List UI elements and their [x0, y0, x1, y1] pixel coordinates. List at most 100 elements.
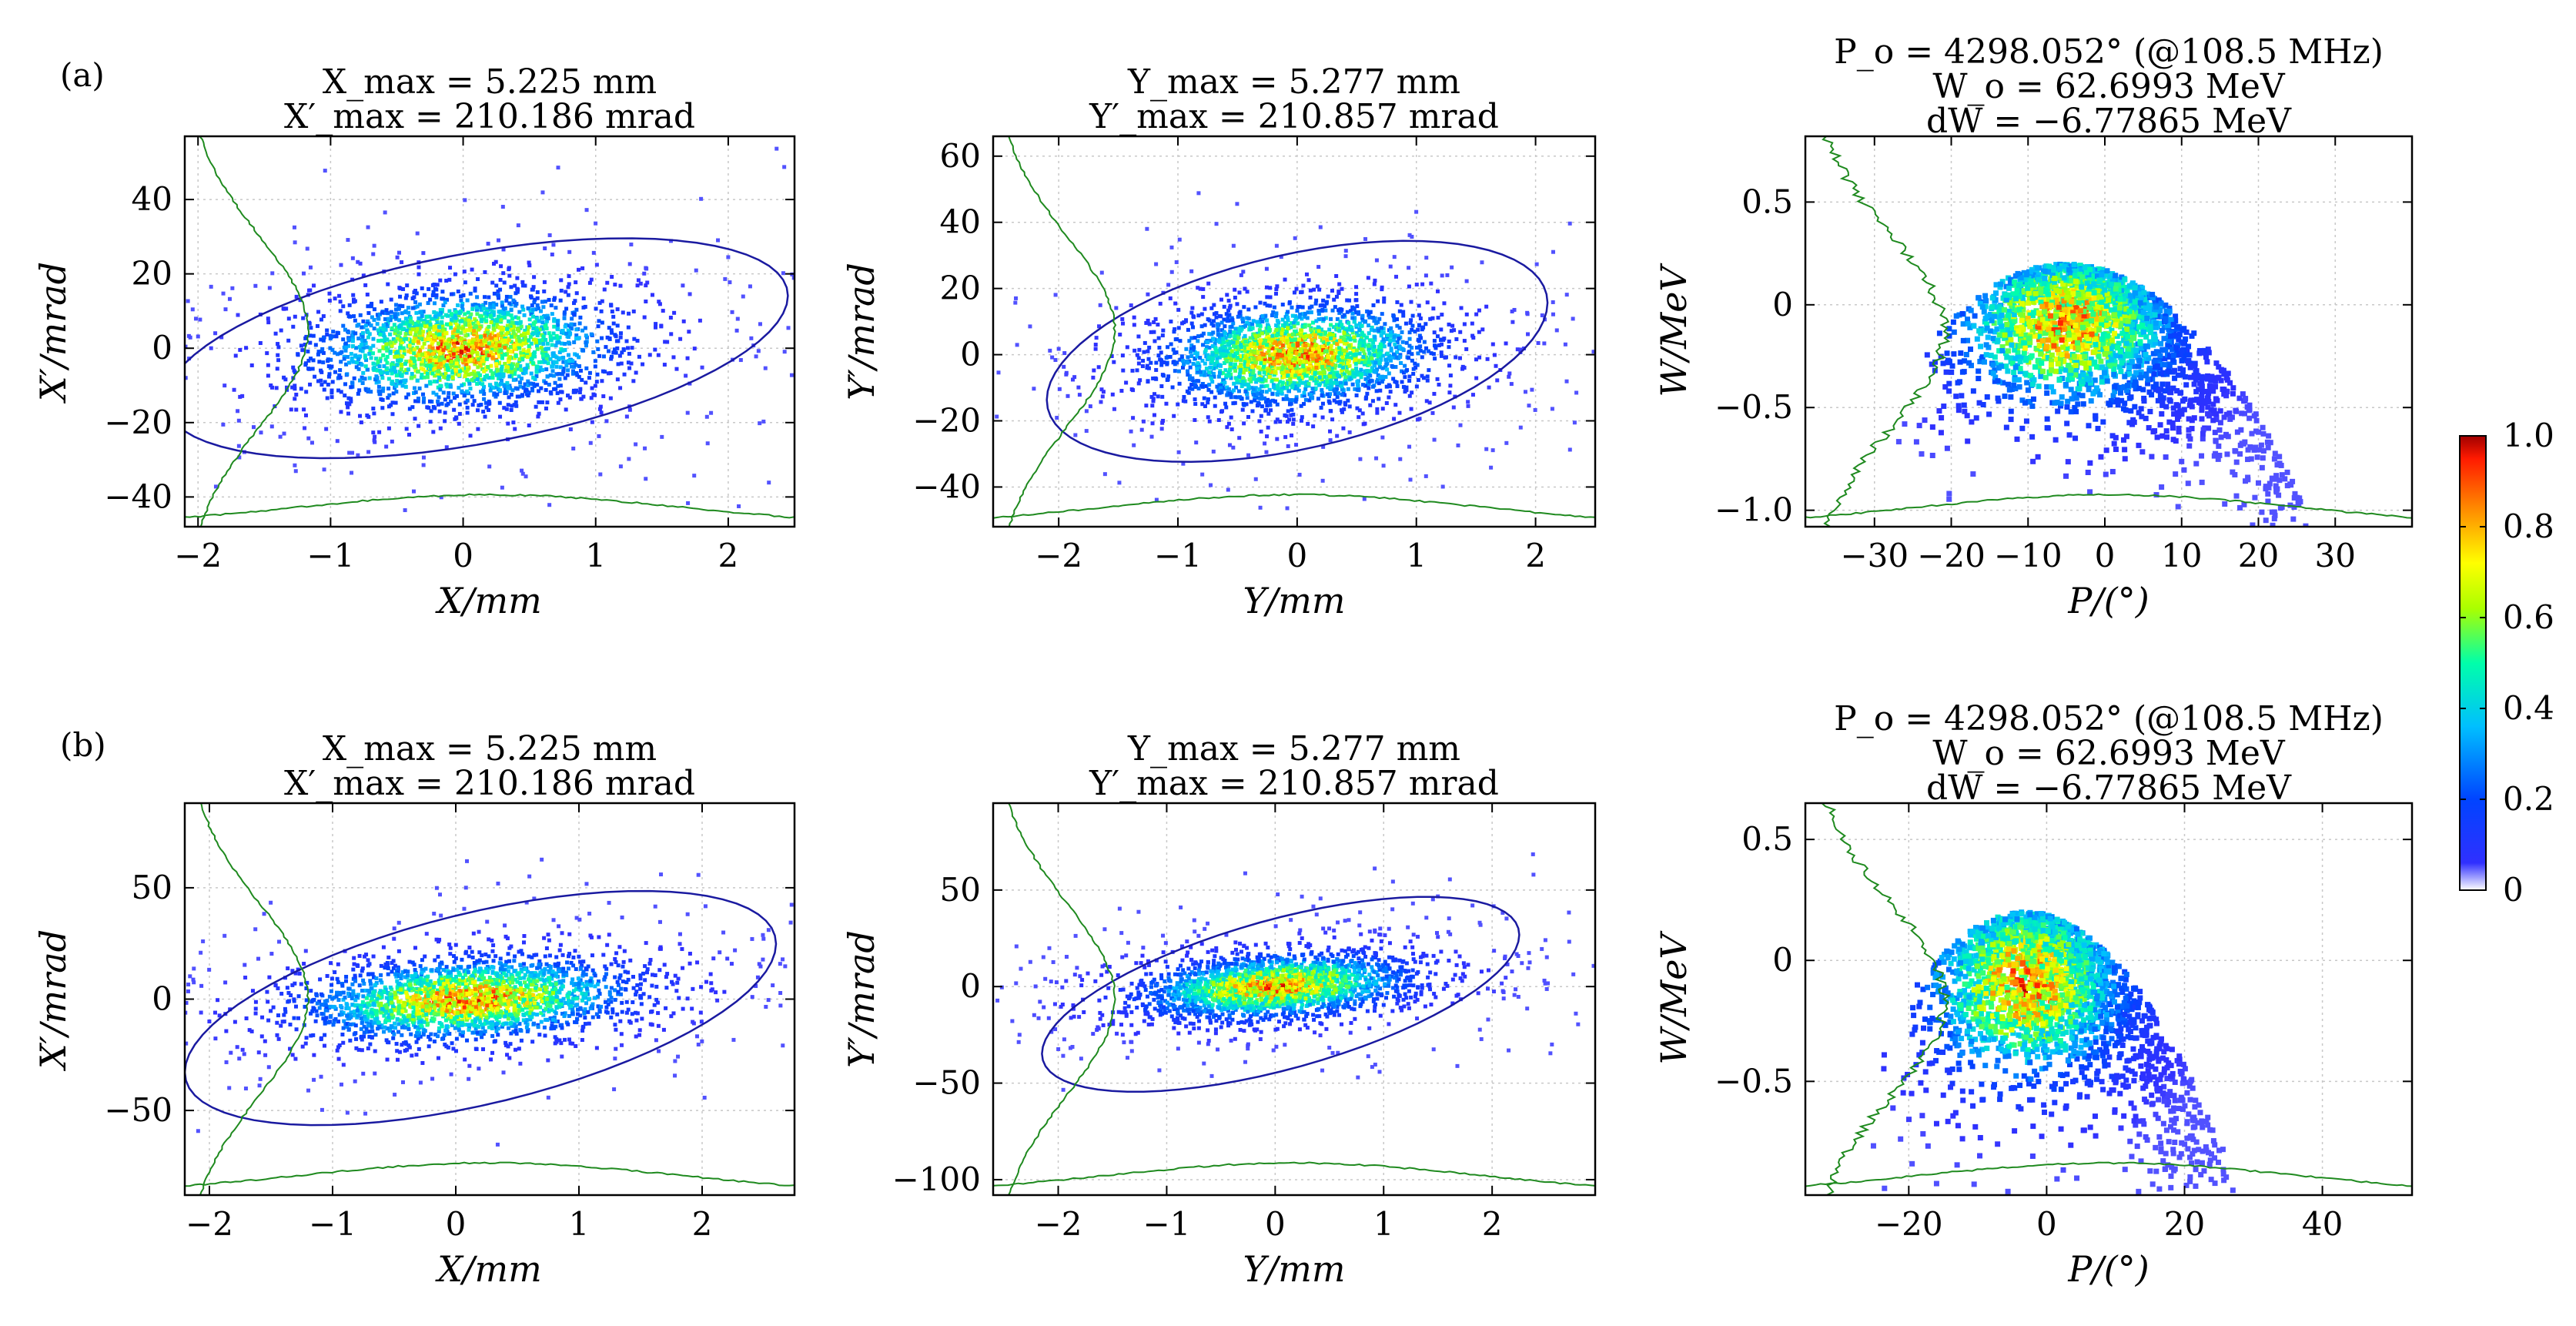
particle-point	[1240, 354, 1245, 359]
particle-point	[397, 318, 402, 323]
particle-point	[1340, 358, 1345, 363]
particle-point	[1233, 358, 1238, 363]
particle-point	[1168, 354, 1173, 359]
particle-point	[1253, 305, 1258, 310]
particle-point	[1189, 350, 1193, 354]
particle-point	[1442, 301, 1447, 306]
particle-point	[1112, 360, 1116, 364]
particle-point	[403, 316, 408, 321]
particle-point	[393, 386, 397, 390]
particle-point	[1233, 287, 1237, 292]
particle-point	[402, 378, 406, 383]
particle-point	[543, 300, 547, 304]
particle-point	[361, 273, 366, 278]
particle-point	[474, 305, 479, 310]
particle-point	[1407, 233, 1412, 237]
particle-point	[570, 364, 574, 369]
particle-point	[1236, 344, 1241, 349]
particle-point	[1176, 450, 1181, 454]
particle-point	[501, 334, 506, 339]
particle-point	[378, 357, 383, 361]
particle-point	[678, 337, 683, 341]
particle-point	[1437, 382, 1441, 387]
particle-point	[1318, 335, 1323, 340]
particle-point	[1321, 444, 1326, 449]
particle-point	[1470, 393, 1475, 397]
particle-point	[1258, 367, 1263, 372]
particle-point	[533, 350, 537, 354]
particle-point	[1287, 417, 1292, 422]
particle-point	[490, 371, 495, 376]
particle-point	[1181, 461, 1186, 466]
particle-point	[293, 314, 297, 319]
particle-point	[1223, 347, 1228, 351]
particle-point	[1189, 353, 1194, 358]
particle-point	[445, 366, 450, 370]
particle-point	[330, 395, 334, 400]
particle-point	[1246, 387, 1251, 391]
particle-point	[1333, 366, 1337, 370]
particle-point	[1316, 317, 1321, 322]
particle-point	[386, 387, 391, 391]
particle-point	[1280, 317, 1285, 322]
particle-point	[1240, 376, 1245, 380]
particle-point	[393, 307, 398, 312]
particle-point	[339, 390, 343, 394]
particle-point	[463, 391, 467, 396]
particle-point	[433, 314, 437, 319]
particle-point	[1251, 368, 1256, 373]
particle-point	[584, 380, 588, 385]
particle-point	[1376, 326, 1380, 331]
particle-point	[491, 326, 496, 331]
particle-point	[1323, 343, 1327, 347]
particle-point	[502, 383, 507, 388]
particle-point	[577, 355, 581, 360]
particle-point	[1373, 337, 1377, 342]
particle-point	[1186, 390, 1191, 395]
particle-point	[321, 338, 326, 343]
particle-point	[1309, 327, 1313, 332]
particle-point	[383, 327, 388, 332]
particle-point	[1214, 222, 1219, 226]
particle-point	[1436, 289, 1440, 293]
particle-point	[1380, 326, 1384, 330]
particle-point	[329, 357, 333, 362]
particle-point	[1259, 361, 1263, 366]
particle-point	[328, 346, 333, 350]
particle-point	[552, 336, 557, 340]
particle-point	[1445, 273, 1450, 277]
particle-point	[1317, 383, 1322, 387]
particle-point	[1257, 377, 1262, 381]
particle-point	[1377, 348, 1381, 353]
particle-point	[469, 312, 473, 316]
particle-point	[1199, 373, 1203, 377]
particle-point	[523, 353, 527, 358]
particle-point	[536, 306, 540, 310]
particle-point	[1290, 332, 1295, 337]
particle-point	[437, 313, 441, 317]
particle-point	[734, 328, 739, 333]
particle-point	[1306, 371, 1310, 376]
particle-point	[1303, 343, 1307, 347]
particle-point	[579, 397, 584, 401]
particle-point	[1282, 337, 1286, 342]
particle-point	[1311, 424, 1316, 429]
particle-point	[1423, 322, 1428, 326]
particle-point	[1504, 341, 1508, 346]
particle-point	[534, 340, 538, 344]
particle-point	[308, 265, 313, 270]
particle-point	[438, 351, 443, 356]
particle-point	[520, 341, 525, 346]
particle-point	[672, 310, 677, 315]
particle-point	[319, 349, 323, 353]
particle-point	[587, 370, 592, 375]
particle-point	[499, 318, 503, 323]
particle-point	[303, 413, 308, 417]
particle-point	[1330, 380, 1335, 385]
particle-point	[1414, 283, 1419, 287]
particle-point	[608, 396, 613, 400]
particle-point	[441, 348, 446, 353]
particle-point	[1191, 362, 1196, 367]
particle-point	[446, 367, 450, 372]
particle-point	[1354, 323, 1359, 328]
